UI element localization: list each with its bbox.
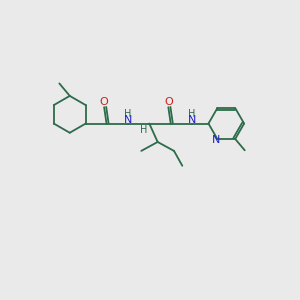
Text: O: O — [164, 97, 173, 107]
Text: N: N — [188, 115, 196, 125]
Text: H: H — [140, 125, 148, 135]
Text: H: H — [124, 109, 132, 119]
Text: N: N — [212, 136, 221, 146]
Text: O: O — [100, 97, 109, 107]
Text: H: H — [188, 109, 196, 119]
Text: N: N — [124, 115, 132, 125]
